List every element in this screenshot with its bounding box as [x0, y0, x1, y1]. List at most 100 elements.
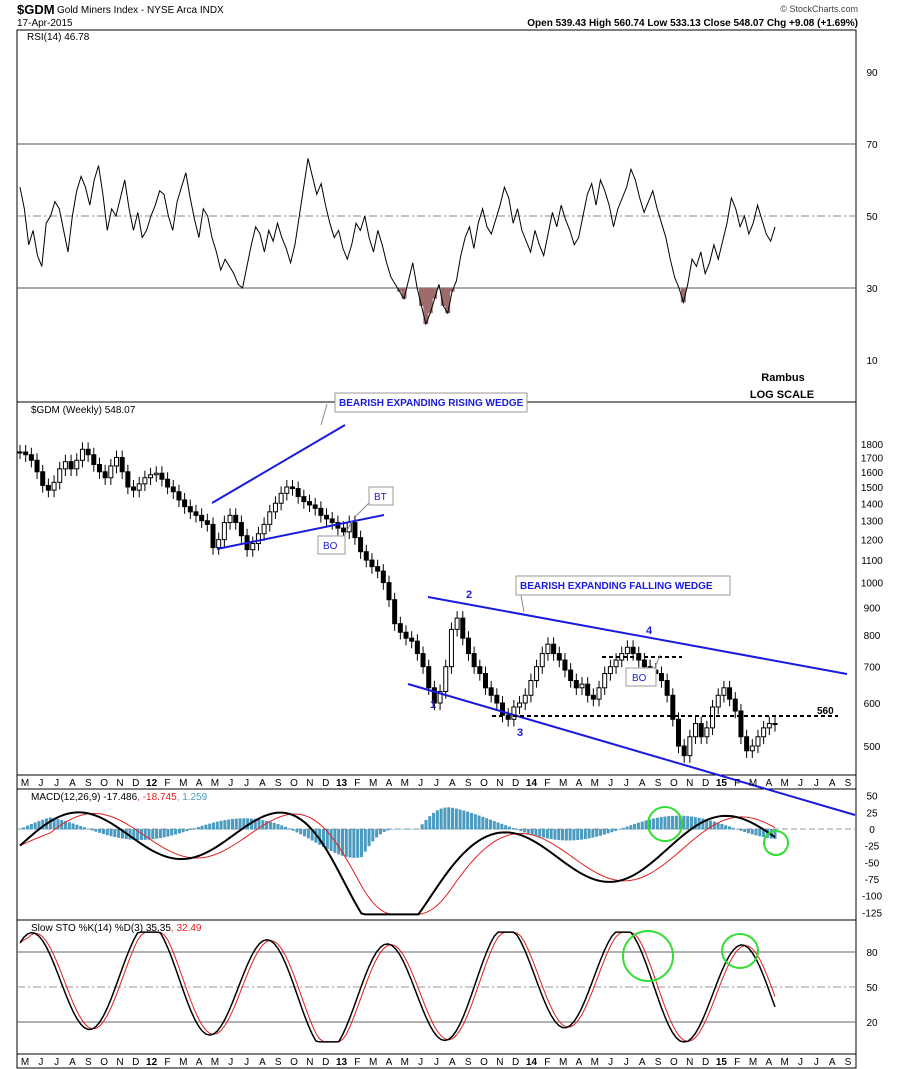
rising-wedge-upper-line [211, 424, 346, 504]
macd-histogram-bar [382, 829, 386, 832]
macd-histogram-bar [143, 829, 147, 840]
price-candle [91, 454, 97, 466]
macd-histogram-bar [120, 829, 124, 839]
price-candle [307, 501, 313, 506]
bo-label-box-1 [317, 535, 346, 555]
macd-histogram-bar [340, 829, 344, 856]
macd-histogram-bar [280, 825, 284, 830]
price-candle [386, 582, 392, 601]
macd-histogram-bar [136, 829, 140, 840]
month-label: S [655, 778, 662, 789]
month-label: D [512, 778, 519, 789]
price-tick-label: 900 [864, 603, 881, 614]
price-candle [431, 687, 437, 704]
price-candle [102, 471, 108, 479]
month-label: J [38, 1057, 43, 1068]
macd-histogram-bar [454, 808, 458, 830]
month-label: A [69, 778, 76, 789]
month-label: D [702, 1057, 709, 1068]
macd-histogram-bar [318, 829, 322, 845]
month-label: A [196, 778, 203, 789]
macd-histogram-bar [352, 829, 356, 858]
macd-histogram-bar [724, 825, 728, 830]
price-candle [295, 488, 301, 498]
month-label: 14 [526, 778, 538, 789]
macd-histogram-bar [614, 829, 618, 831]
price-candle [153, 472, 159, 476]
macd-histogram-bar [720, 823, 724, 830]
bo-label-2: BO [632, 673, 647, 684]
macd-histogram-bar [117, 829, 121, 838]
month-label: 13 [336, 778, 348, 789]
macd-histogram-bar [591, 829, 595, 838]
sto-tick-label: 80 [866, 948, 878, 959]
month-label: J [418, 778, 423, 789]
month-label: N [116, 1057, 123, 1068]
month-label: M [369, 1057, 377, 1068]
macd-histogram-bar [758, 829, 762, 837]
month-label: J [244, 1057, 249, 1068]
month-label: D [702, 778, 709, 789]
month-label: J [244, 778, 249, 789]
price-candle [233, 514, 239, 524]
price-candle [119, 456, 125, 473]
macd-histogram-bar [462, 810, 466, 830]
macd-tick-label: -125 [862, 908, 882, 919]
rsi-tick-label: 70 [866, 140, 878, 151]
month-label: A [386, 1057, 393, 1068]
month-label: A [829, 778, 836, 789]
month-label: M [781, 778, 789, 789]
rsi-oversold-fill [397, 288, 686, 324]
price-candle [562, 659, 568, 671]
month-label: O [290, 1057, 298, 1068]
macd-histogram-bar [166, 829, 170, 837]
macd-histogram-bar [424, 819, 428, 830]
price-candle [744, 736, 750, 752]
sto-k-line [19, 931, 776, 1043]
price-candle [199, 514, 205, 522]
macd-histogram-bar [268, 821, 272, 830]
price-candle [255, 533, 261, 545]
month-label: M [369, 778, 377, 789]
month-label: S [655, 1057, 662, 1068]
sto-series [19, 931, 776, 1043]
month-label: D [132, 1057, 139, 1068]
month-axis-bottom [16, 1053, 857, 1069]
macd-histogram-bar [640, 821, 644, 830]
month-label: M [591, 1057, 599, 1068]
price-candle [79, 448, 85, 461]
price-candle [465, 637, 471, 655]
price-candle [148, 474, 154, 479]
month-label: J [814, 778, 819, 789]
macd-histogram-bar [189, 829, 193, 830]
macd-histogram-bar [655, 817, 659, 830]
price-candle [534, 666, 540, 682]
price-candle [136, 483, 142, 491]
macd-histogram-bar [428, 816, 432, 830]
month-label: M [749, 1057, 757, 1068]
price-tick-label: 1800 [861, 440, 884, 451]
month-label: F [164, 1057, 170, 1068]
price-candle [585, 683, 591, 696]
month-label: A [449, 778, 456, 789]
price-candle [125, 471, 131, 488]
macd-histogram-bar [41, 819, 45, 830]
price-candle [511, 706, 517, 720]
macd-histogram-bar [113, 829, 117, 838]
macd-histogram-bar [249, 818, 253, 830]
bo-label-box-2 [625, 667, 657, 687]
macd-histogram-bar [71, 823, 75, 830]
month-label: S [85, 778, 92, 789]
month-label: 15 [716, 778, 728, 789]
macd-histogram-bar [215, 821, 219, 830]
price-candle [426, 666, 432, 689]
price-candle [329, 518, 335, 524]
macd-histogram-bar [139, 829, 143, 841]
price-candle [727, 687, 733, 700]
price-candle [710, 706, 716, 729]
macd-histogram-bar [451, 807, 455, 830]
macd-histogram-bar [750, 829, 754, 835]
macd-histogram-bar [128, 829, 132, 840]
price-candle [602, 673, 608, 689]
price-candle [772, 723, 778, 726]
